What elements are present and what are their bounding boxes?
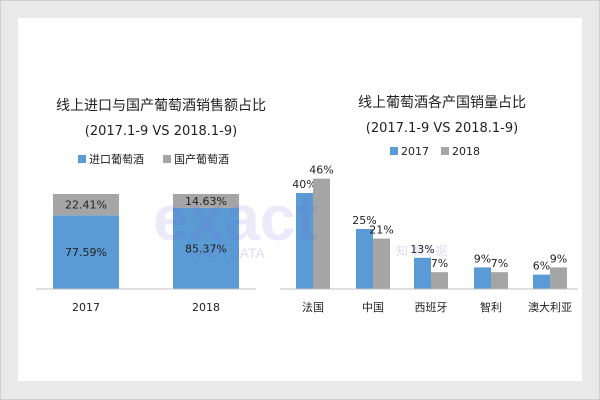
right-legend-swatch-0 (390, 147, 398, 155)
right-legend-swatch-1 (441, 147, 449, 155)
chart-panel: 线上进口与国产葡萄酒销售额占比 (2017.1-9 VS 2018.1-9) 进口葡… (18, 18, 582, 381)
left-bar-value-label: 85.37% (185, 242, 227, 255)
right-bar-澳大利亚-2018 (550, 267, 567, 289)
right-legend-label-1: 2018 (452, 145, 480, 158)
right-bar-智利-2017 (474, 267, 491, 289)
left-bar-2018-1 (173, 194, 239, 208)
right-bar-西班牙-2018 (431, 272, 448, 289)
right-bar-value-label: 40% (292, 178, 316, 191)
right-bar-value-label: 7% (431, 257, 448, 270)
right-bar-中国-2018 (373, 238, 390, 289)
right-bar-法国-2017 (296, 193, 313, 289)
right-bar-中国-2017 (356, 229, 373, 289)
wine-share-charts: 线上进口与国产葡萄酒销售额占比 (2017.1-9 VS 2018.1-9) 进口葡… (36, 95, 578, 314)
right-x-tick-label: 智利 (480, 300, 502, 314)
right-chart-subtitle: (2017.1-9 VS 2018.1-9) (366, 121, 518, 136)
left-x-tick-label: 2017 (72, 301, 100, 314)
left-legend-label-0: 进口葡萄酒 (89, 153, 144, 166)
right-bar-value-label: 6% (533, 260, 550, 273)
right-legend-label-0: 2017 (401, 145, 429, 158)
left-legend-swatch-0 (78, 155, 86, 163)
right-bar-value-label: 7% (491, 257, 508, 270)
left-legend-label-1: 国产葡萄酒 (174, 152, 229, 166)
right-x-tick-label: 中国 (362, 301, 384, 314)
left-bar-2017-0 (53, 215, 119, 289)
left-chart-subtitle: (2017.1-9 VS 2018.1-9) (85, 124, 237, 139)
right-x-tick-label: 澳大利亚 (528, 300, 572, 314)
right-bar-澳大利亚-2017 (533, 274, 550, 289)
right-bar-value-label: 9% (474, 252, 491, 265)
left-chart-title: 线上进口与国产葡萄酒销售额占比 (56, 98, 266, 114)
right-bar-法国-2018 (313, 178, 330, 289)
right-x-tick-label: 西班牙 (415, 301, 448, 314)
left-bar-value-label: 22.41% (65, 199, 107, 212)
right-bar-value-label: 13% (410, 243, 434, 256)
right-bar-value-label: 25% (352, 214, 376, 227)
right-bar-value-label: 46% (309, 164, 333, 177)
left-bar-value-label: 77.59% (65, 246, 107, 259)
right-x-tick-label: 法国 (302, 300, 324, 314)
left-bar-2017-1 (53, 194, 119, 216)
left-bar-2018-0 (173, 207, 239, 289)
right-bar-西班牙-2017 (414, 257, 431, 289)
left-bar-value-label: 14.63% (185, 195, 227, 208)
right-chart-title: 线上葡萄酒各产国销量占比 (358, 95, 526, 111)
right-bar-value-label: 9% (550, 252, 567, 265)
left-x-tick-label: 2018 (192, 301, 220, 314)
right-bar-value-label: 21% (369, 224, 393, 237)
right-bar-智利-2018 (491, 272, 508, 289)
left-legend-swatch-1 (163, 155, 171, 163)
